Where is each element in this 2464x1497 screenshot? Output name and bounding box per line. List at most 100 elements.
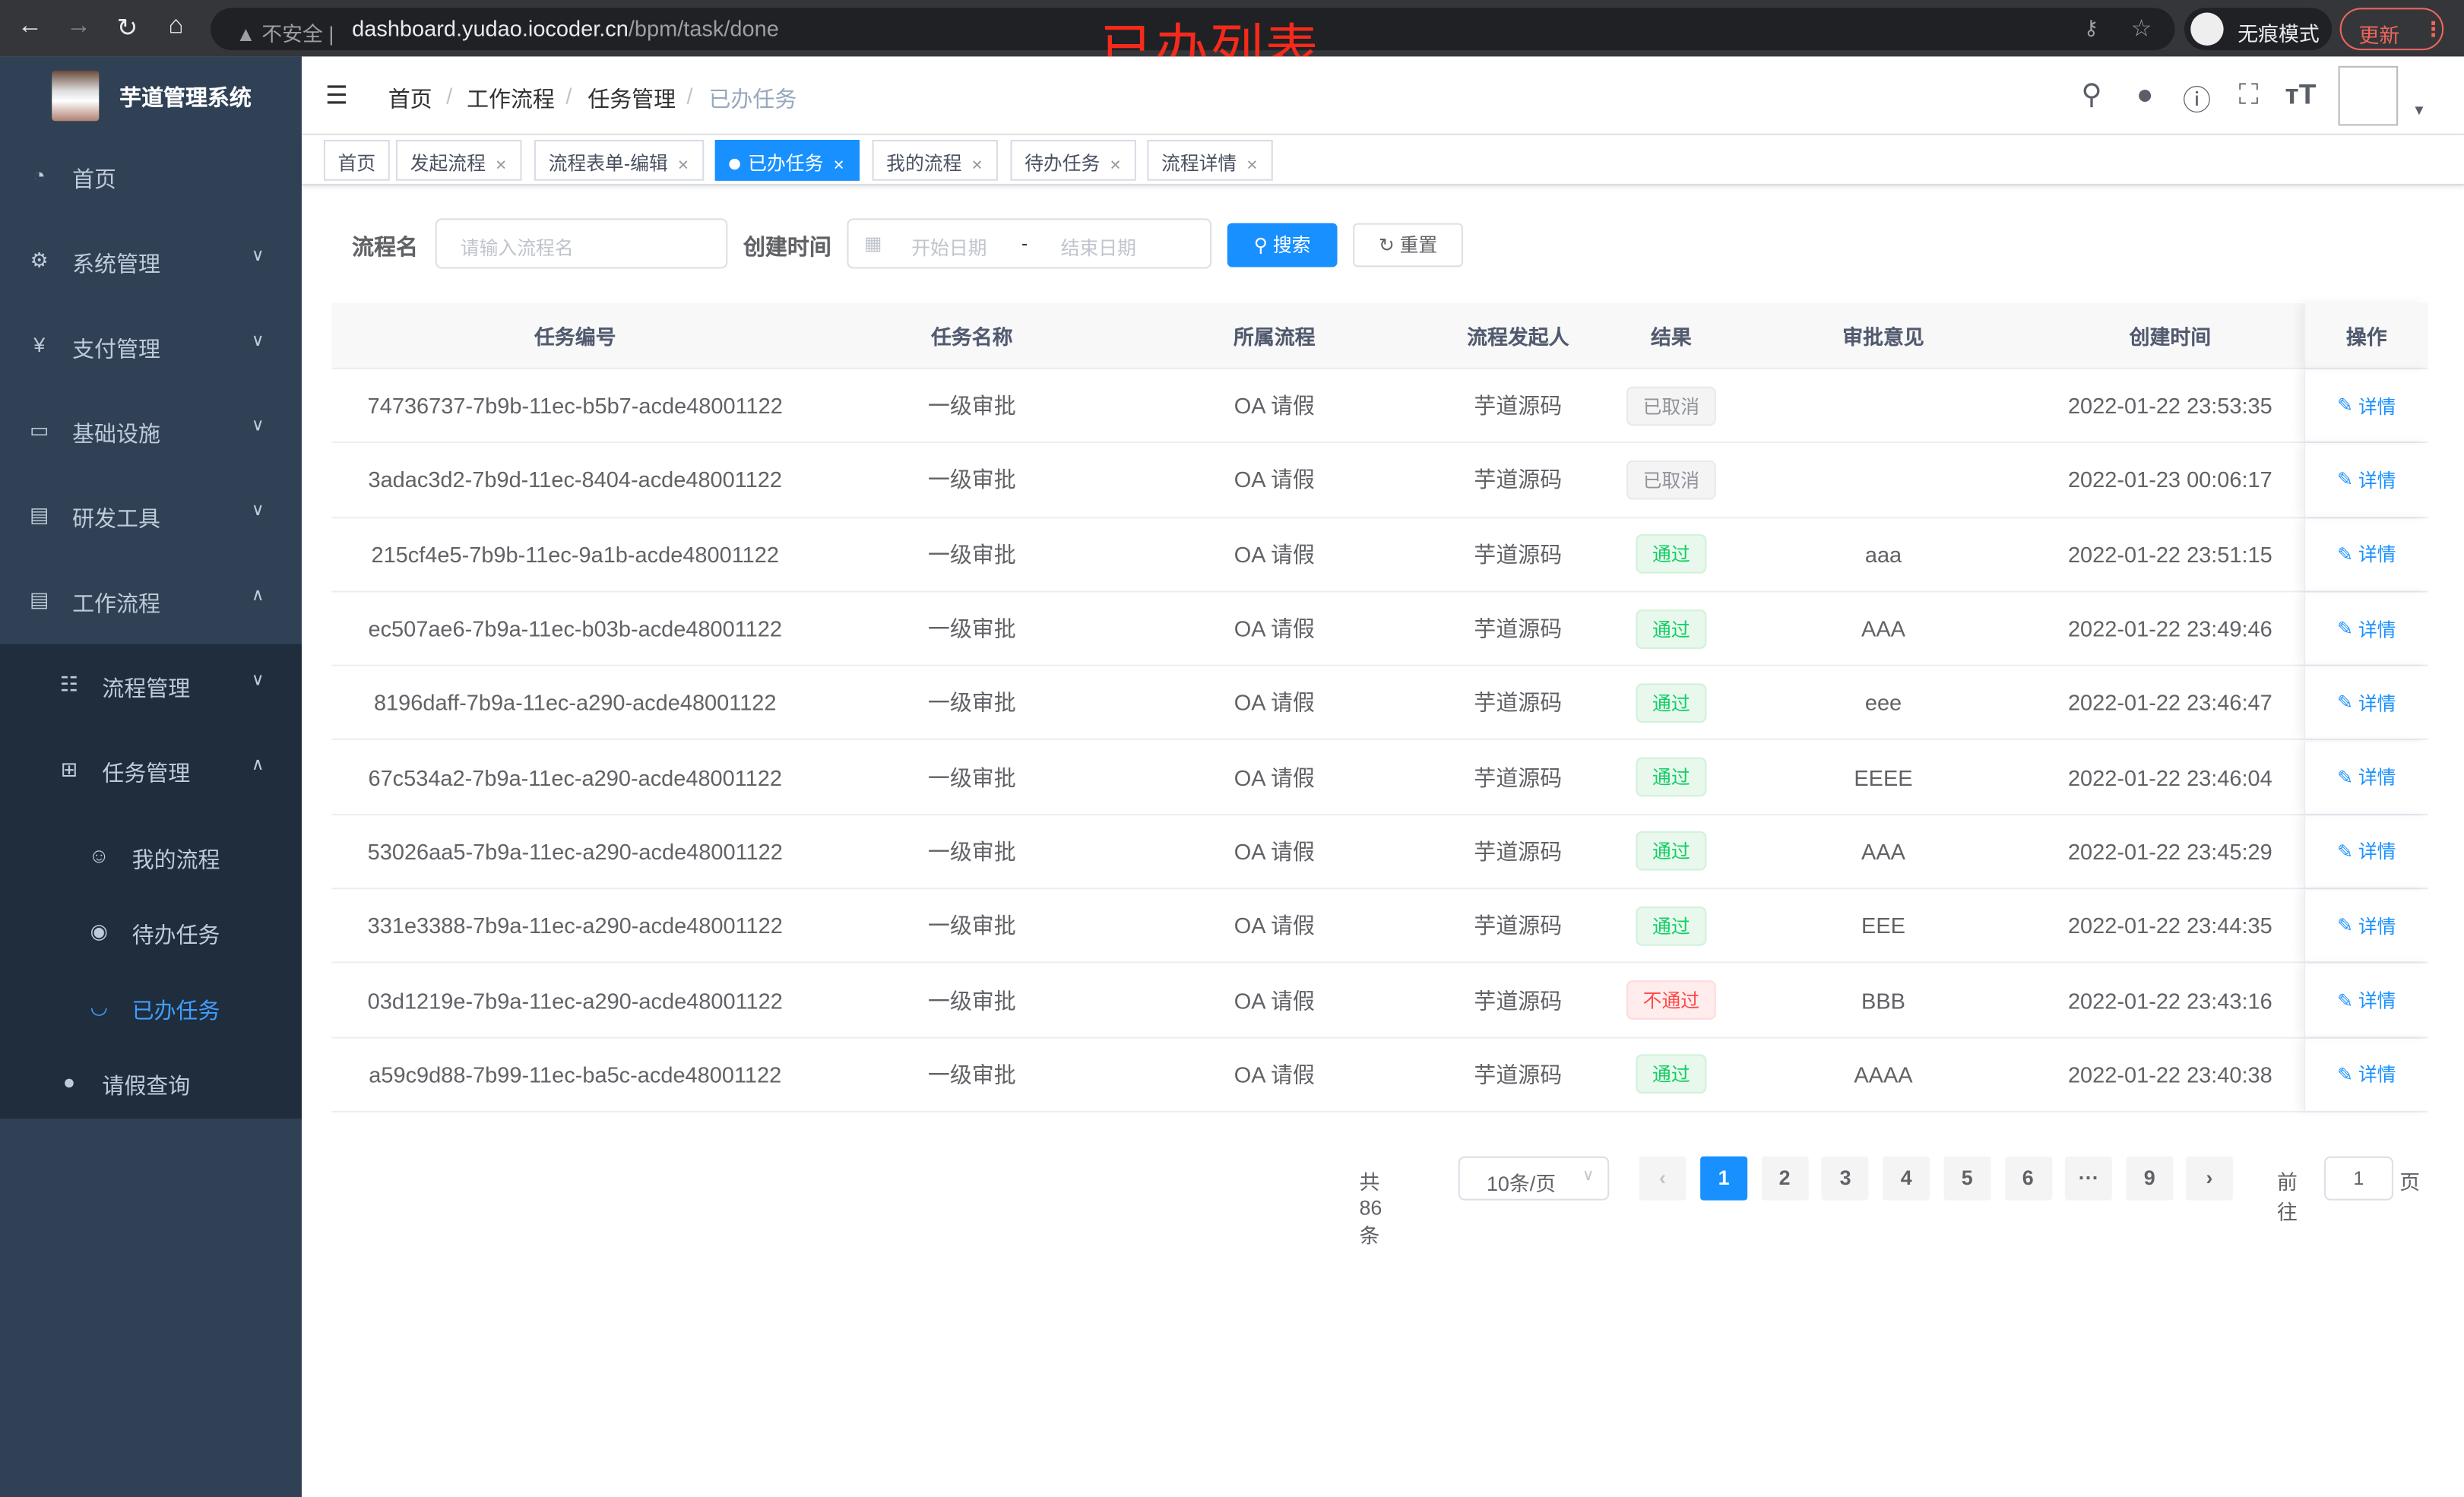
avatar[interactable] — [2338, 65, 2399, 126]
incognito-badge[interactable]: 无痕模式 — [2184, 8, 2333, 51]
caret-down-icon[interactable]: ▼ — [2412, 102, 2427, 119]
table-cell: eee — [1864, 690, 1902, 716]
sidebar-item-6[interactable]: ☷ 流程管理 ∨ — [0, 644, 302, 730]
search-button[interactable]: ⚲ 搜索 — [1227, 223, 1338, 267]
list-icon: ☷ — [59, 672, 79, 696]
tag-5[interactable]: 待办任务 ✕ — [1010, 140, 1135, 181]
tag-2[interactable]: 流程表单-编辑 ✕ — [534, 140, 704, 181]
close-icon[interactable]: ✕ — [677, 157, 689, 173]
detail-button[interactable]: ✎ 详情 — [2304, 666, 2428, 739]
url-text[interactable]: dashboard.yudao.iocoder.cn/bpm/task/done — [352, 16, 779, 41]
sidebar-item-9[interactable]: ◉ 待办任务 — [0, 891, 302, 976]
prev-page-button[interactable]: ‹ — [1639, 1156, 1686, 1201]
sidebar-item-label: 研发工具 — [72, 505, 160, 531]
page-button[interactable]: 5 — [1943, 1156, 1991, 1201]
sidebar-item-label: 流程管理 — [102, 676, 191, 701]
sidebar: 芋道管理系统 ◔ 首页 ⚙ 系统管理 ∨ ¥ 支付管理 ∨ ▭ 基础设施 ∨ ▤ 研发工具 ∨ ▤ 工作流程 ∧… — [0, 56, 302, 1497]
close-icon[interactable]: ✕ — [495, 157, 507, 173]
sidebar-item-4[interactable]: ▤ 研发工具 ∨ — [0, 474, 302, 559]
sidebar-item-11[interactable]: ● 请假查询 — [0, 1042, 302, 1127]
detail-button[interactable]: ✎ 详情 — [2304, 1038, 2428, 1111]
table-cell: 芋道源码 — [1474, 1062, 1563, 1087]
result-cell: 通过 — [1612, 815, 1730, 888]
sidebar-item-7[interactable]: ⊞ 任务管理 ∧ — [0, 729, 302, 814]
detail-button[interactable]: ✎ 详情 — [2304, 443, 2428, 517]
edit-icon: ✎ — [2337, 543, 2358, 565]
sidebar-item-0[interactable]: ◔ 首页 — [0, 135, 302, 220]
sidebar-item-1[interactable]: ⚙ 系统管理 ∨ — [0, 220, 302, 305]
detail-label: 详情 — [2358, 767, 2396, 790]
tag-6[interactable]: 流程详情 ✕ — [1147, 140, 1272, 181]
status-badge: 通过 — [1636, 683, 1706, 723]
start-date-input[interactable]: 开始日期 — [911, 237, 987, 260]
yen-icon: ¥ — [33, 333, 46, 357]
search-icon[interactable]: ⚲ — [2081, 78, 2102, 110]
reset-button[interactable]: ↻ 重置 — [1353, 223, 1463, 267]
breadcrumb-workflow[interactable]: 工作流程 — [467, 86, 555, 112]
detail-button[interactable]: ✎ 详情 — [2304, 369, 2428, 442]
sidebar-item-label: 工作流程 — [72, 590, 160, 616]
address-bar[interactable]: ▲ 不安全 | dashboard.yudao.iocoder.cn/bpm/t… — [211, 8, 2175, 51]
more-icon[interactable]: ⋮ — [2423, 17, 2444, 41]
sidebar-item-3[interactable]: ▭ 基础设施 ∨ — [0, 390, 302, 475]
detail-button[interactable]: ✎ 详情 — [2304, 815, 2428, 888]
goto-page-input[interactable]: 1 — [2323, 1156, 2393, 1201]
close-icon[interactable]: ✕ — [971, 157, 983, 173]
key-icon[interactable]: ⚷ — [2083, 15, 2099, 40]
back-icon[interactable]: ← — [17, 12, 43, 40]
chevron-icon: ∨ — [251, 331, 264, 351]
breadcrumb-home[interactable]: 首页 — [388, 86, 432, 112]
result-cell: 已取消 — [1612, 369, 1730, 442]
table-cell: OA 请假 — [1234, 987, 1315, 1013]
github-icon[interactable]: ● — [2136, 78, 2154, 110]
detail-button[interactable]: ✎ 详情 — [2304, 592, 2428, 665]
page-button[interactable]: 3 — [1822, 1156, 1870, 1201]
breadcrumb-separator: / — [686, 83, 693, 109]
sidebar-item-10[interactable]: ◡ 已办任务 — [0, 967, 302, 1052]
end-date-input[interactable]: 结束日期 — [1060, 237, 1136, 260]
sidebar-item-8[interactable]: ☺ 我的流程 — [0, 815, 302, 900]
page-size-select[interactable]: 10条/页 ∨ — [1458, 1156, 1610, 1201]
insecure-label[interactable]: ▲ 不安全 | — [236, 21, 334, 46]
update-button[interactable]: 更新 ⋮ — [2339, 8, 2444, 51]
detail-label: 详情 — [2358, 989, 2396, 1012]
page-button[interactable]: 6 — [2004, 1156, 2052, 1201]
forward-icon[interactable]: → — [65, 12, 91, 40]
page-button[interactable]: ··· — [2065, 1156, 2113, 1201]
table-cell: 一级审批 — [927, 616, 1016, 641]
close-icon[interactable]: ✕ — [1109, 157, 1122, 173]
table-cell: OA 请假 — [1234, 541, 1315, 567]
tag-4[interactable]: 我的流程 ✕ — [872, 140, 998, 181]
tag-3[interactable]: 已办任务 ✕ — [714, 140, 860, 181]
font-size-icon[interactable]: тT — [2285, 78, 2317, 110]
page-button[interactable]: 2 — [1761, 1156, 1809, 1201]
table-cell: 一级审批 — [927, 1062, 1016, 1087]
close-icon[interactable]: ✕ — [832, 157, 845, 173]
help-icon[interactable]: ⓘ — [2182, 84, 2212, 117]
detail-label: 详情 — [2358, 618, 2396, 641]
next-page-button[interactable]: › — [2186, 1156, 2234, 1201]
detail-button[interactable]: ✎ 详情 — [2304, 964, 2428, 1037]
sidebar-item-5[interactable]: ▤ 工作流程 ∧ — [0, 559, 302, 644]
tag-1[interactable]: 发起流程 ✕ — [396, 140, 521, 181]
table-cell: 74736737-7b9b-11ec-b5b7-acde48001122 — [367, 393, 783, 419]
sidebar-item-2[interactable]: ¥ 支付管理 ∨ — [0, 305, 302, 390]
page-button[interactable]: 9 — [2126, 1156, 2174, 1201]
reload-icon[interactable]: ↻ — [116, 15, 138, 43]
breadcrumb-task-mgmt[interactable]: 任务管理 — [587, 86, 676, 112]
process-name-input[interactable]: 请输入流程名 — [435, 218, 728, 269]
detail-button[interactable]: ✎ 详情 — [2304, 517, 2428, 591]
tag-0[interactable]: 首页 — [323, 140, 390, 181]
table-cell: 2022-01-22 23:46:47 — [2067, 690, 2272, 716]
detail-button[interactable]: ✎ 详情 — [2304, 740, 2428, 814]
goto-page-value: 1 — [2353, 1167, 2364, 1190]
home-icon[interactable]: ⌂ — [168, 12, 184, 40]
date-range-picker[interactable]: ▦ 开始日期 - 结束日期 — [847, 218, 1212, 269]
detail-button[interactable]: ✎ 详情 — [2304, 889, 2428, 963]
page-button[interactable]: 4 — [1883, 1156, 1930, 1201]
hamburger-icon[interactable]: ☰ — [325, 83, 348, 110]
fullscreen-icon[interactable]: ⛶ — [2238, 78, 2259, 110]
star-icon[interactable]: ☆ — [2130, 15, 2152, 43]
close-icon[interactable]: ✕ — [1246, 157, 1259, 173]
page-button[interactable]: 1 — [1700, 1156, 1748, 1201]
